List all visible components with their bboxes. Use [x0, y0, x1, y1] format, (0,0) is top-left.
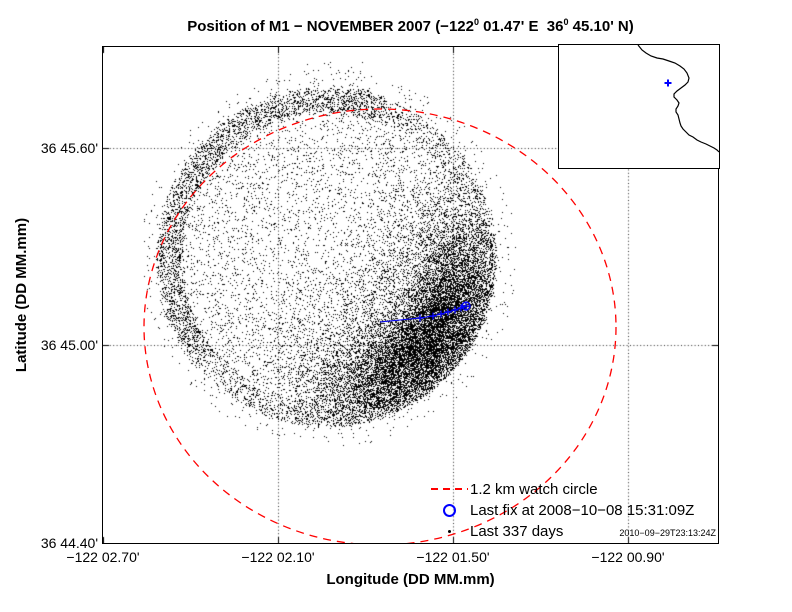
legend-days-marker: [448, 530, 451, 533]
x-axis-label: Longitude (DD MM.mm): [326, 571, 495, 588]
axes-box: [102, 46, 719, 544]
mooring-location-marker: [664, 79, 672, 87]
plot-title: Position of M1 − NOVEMBER 2007 (−1220 01…: [187, 17, 634, 35]
legend-item-last-days: Last 337 days: [470, 523, 564, 540]
y-tick-label: 36 44.40': [40, 535, 98, 551]
generation-timestamp: 2010−09−29T23:13:24Z: [619, 528, 716, 538]
inset-map: [558, 44, 720, 169]
fix-plus-marker: [462, 302, 470, 310]
legend-watch-circle-sample: [431, 488, 468, 490]
degree-superscript: 0: [473, 17, 479, 27]
last-fix-track: [379, 301, 471, 323]
watch-circle: [143, 108, 617, 543]
coastline-path: [637, 44, 720, 153]
last-fix-circle: [461, 301, 471, 311]
fix-plus-marker: [437, 310, 445, 318]
x-tick-label: −122 02.70': [66, 549, 140, 565]
fix-plus-marker: [457, 304, 465, 312]
fix-plus-marker: [416, 314, 424, 322]
plot-overlay: [143, 108, 617, 543]
x-tick-label: −122 02.10': [241, 549, 315, 565]
degree-superscript: 0: [563, 17, 569, 27]
y-axis-label: Latitude (DD MM.mm): [13, 217, 30, 373]
legend-item-watch-circle: 1.2 km watch circle: [470, 481, 598, 498]
x-tick-label: −122 01.50': [416, 549, 490, 565]
y-tick-label: 36 45.00': [40, 337, 98, 353]
coastline-map: [637, 44, 720, 153]
fix-plus-marker: [444, 308, 452, 316]
legend-last-fix-marker: [443, 504, 456, 517]
x-tick-label: −122 00.90': [591, 549, 665, 565]
fix-plus-marker: [451, 306, 459, 314]
mooring-plus-icon: [664, 79, 672, 87]
y-tick-label: 36 45.60': [40, 140, 98, 156]
fix-plus-marker: [429, 312, 437, 320]
track-line: [379, 305, 467, 323]
legend-item-last-fix: Last fix at 2008−10−08 15:31:09Z: [470, 502, 695, 519]
